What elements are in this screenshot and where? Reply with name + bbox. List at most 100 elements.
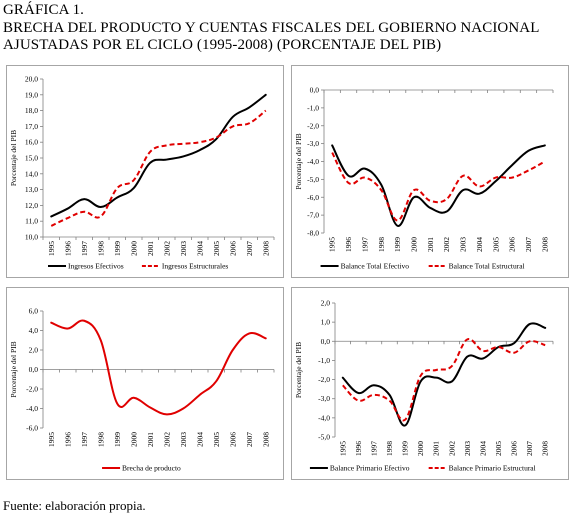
x-tick-label: 1997 — [80, 432, 89, 447]
y-tick-label: 12,0 — [25, 201, 38, 210]
x-tick-label: 1999 — [113, 432, 122, 447]
series-line-efectivo — [50, 319, 267, 416]
x-tick-label: 2005 — [212, 241, 221, 256]
series-line-efectivo — [50, 93, 267, 218]
x-tick-label: 2000 — [409, 237, 418, 252]
chart-brecha-producto: 6,0 4,0 2,0 0,0 -2,0 -4,0 -6,0 1995 1996 1997 1998… — [6, 287, 284, 480]
x-tick-label: 2008 — [541, 441, 550, 456]
chart-svg: 2,0 1,0 0,0 -1,0 -2,0 -3,0 -4,0 -5,0 1995 1996 199… — [294, 299, 554, 473]
y-tick-label: 20,0 — [25, 75, 38, 84]
chart-balance-primario: 2,0 1,0 0,0 -1,0 -2,0 -3,0 -4,0 -5,0 1995 1996 199… — [291, 287, 569, 480]
x-tick-label: 2006 — [510, 441, 519, 456]
series-line-estructural — [50, 109, 267, 227]
chart-svg: 6,0 4,0 2,0 0,0 -2,0 -4,0 -6,0 1995 1996 1997 1998… — [9, 307, 275, 473]
y-tick-label: 16,0 — [25, 138, 38, 147]
y-tick-label: 0,0 — [29, 365, 39, 374]
x-tick-label: 2000 — [129, 241, 138, 256]
series-line-efectivo — [331, 144, 546, 227]
x-tick-label: 2002 — [162, 241, 171, 256]
y-tick-label: 14,0 — [25, 169, 38, 178]
x-tick-label: 1998 — [385, 441, 394, 456]
legend-label: Balance Total Efectivo — [341, 262, 410, 271]
y-tick-label: 6,0 — [29, 307, 39, 316]
y-tick-label: 10,0 — [25, 233, 38, 242]
y-tick-label: 1,0 — [321, 318, 331, 327]
y-tick-label: 15,0 — [25, 154, 38, 163]
x-tick-label: 2002 — [447, 441, 456, 456]
x-tick-label: 1996 — [63, 432, 72, 447]
y-tick-label: 2,0 — [29, 346, 39, 355]
x-tick-label: 2004 — [475, 237, 484, 252]
chart-svg: 10,0 11,0 12,0 13,0 14,0 15,0 16,0 17,0 18,0 19,0… — [9, 75, 275, 271]
y-tick-label: -2,0 — [307, 121, 319, 130]
x-tick-label: 1996 — [63, 241, 72, 256]
x-tick-label: 2004 — [478, 441, 487, 456]
y-tick-label: -5,0 — [318, 433, 330, 442]
x-tick-label: 2003 — [179, 432, 188, 447]
x-tick-label: 2004 — [195, 241, 204, 256]
legend-label: Brecha de producto — [122, 464, 181, 473]
x-tick-label: 2003 — [179, 241, 188, 256]
x-tick-label: 2005 — [491, 237, 500, 252]
x-tick-label: 1995 — [47, 241, 56, 256]
x-tick-label: 2007 — [524, 237, 533, 252]
x-tick-label: 2008 — [261, 241, 270, 256]
y-axis-title: Porcentaje del PIB — [294, 342, 303, 398]
y-tick-label: -5,0 — [307, 175, 319, 184]
figure-title-line-2: AJUSTADAS POR EL CICLO (1995-2008) (PORC… — [3, 37, 442, 53]
x-tick-label: 2005 — [212, 432, 221, 447]
y-tick-label: 17,0 — [25, 122, 38, 131]
x-tick-label: 2002 — [162, 432, 171, 447]
chart-ingresos: 10,0 11,0 12,0 13,0 14,0 15,0 16,0 17,0 18,0 19,0… — [6, 65, 284, 278]
y-tick-label: -2,0 — [318, 375, 330, 384]
x-tick-label: 1995 — [328, 237, 337, 252]
x-tick-label: 2005 — [494, 441, 503, 456]
y-axis-title: Porcentaje del PIB — [9, 130, 18, 186]
x-tick-label: 1997 — [369, 441, 378, 456]
x-tick-label: 1999 — [113, 241, 122, 256]
x-tick-label: 2006 — [228, 432, 237, 447]
y-tick-label: -6,0 — [26, 424, 38, 433]
series-line-estructural — [331, 152, 546, 222]
x-tick-label: 2006 — [228, 241, 237, 256]
x-tick-label: 2004 — [195, 432, 204, 447]
x-tick-label: 2003 — [459, 237, 468, 252]
x-tick-label: 1995 — [47, 432, 56, 447]
x-tick-label: 1998 — [96, 432, 105, 447]
figure-number: GRÁFICA 1. — [3, 2, 85, 18]
y-tick-label: 11,0 — [25, 217, 38, 226]
y-axis-title: Porcentaje del PIB — [9, 341, 18, 397]
y-tick-label: -1,0 — [318, 356, 330, 365]
y-tick-label: -4,0 — [307, 157, 319, 166]
legend-label: Ingresos Estructurales — [162, 262, 229, 271]
x-tick-label: 2007 — [245, 432, 254, 447]
y-axis-title: Porcentaje del PIB — [294, 133, 303, 189]
y-tick-label: 0,0 — [321, 337, 331, 346]
x-tick-label: 2000 — [129, 432, 138, 447]
x-tick-label: 2008 — [261, 432, 270, 447]
x-tick-label: 1995 — [338, 441, 347, 456]
y-tick-label: -3,0 — [318, 394, 330, 403]
x-tick-label: 2000 — [416, 441, 425, 456]
y-tick-label: 2,0 — [321, 299, 331, 308]
y-tick-label: 19,0 — [25, 90, 38, 99]
y-tick-label: -7,0 — [307, 211, 319, 220]
x-tick-label: 1997 — [80, 241, 89, 256]
y-tick-label: -3,0 — [307, 139, 319, 148]
x-tick-label: 1996 — [344, 237, 353, 252]
chart-balance-total: 0,0 -1,0 -2,0 -3,0 -4,0 -5,0 -6,0 -7,0 -8,0 1995 1… — [291, 65, 569, 278]
y-tick-label: -2,0 — [26, 385, 38, 394]
figure-title: GRÁFICA 1. BRECHA DEL PRODUCTO Y CUENTAS… — [3, 2, 573, 55]
y-tick-label: -6,0 — [307, 193, 319, 202]
y-tick-label: -1,0 — [307, 103, 319, 112]
y-tick-label: -8,0 — [307, 229, 319, 238]
x-tick-label: 2007 — [525, 441, 534, 456]
x-tick-label: 1997 — [360, 237, 369, 252]
x-tick-label: 1999 — [393, 237, 402, 252]
x-tick-label: 2001 — [426, 237, 435, 252]
series-line-efectivo — [341, 322, 547, 427]
x-tick-label: 2008 — [540, 237, 549, 252]
chart-svg: 0,0 -1,0 -2,0 -3,0 -4,0 -5,0 -6,0 -7,0 -8,0 1995 1… — [294, 86, 554, 271]
x-tick-label: 1999 — [401, 441, 410, 456]
y-tick-label: 18,0 — [25, 106, 38, 115]
